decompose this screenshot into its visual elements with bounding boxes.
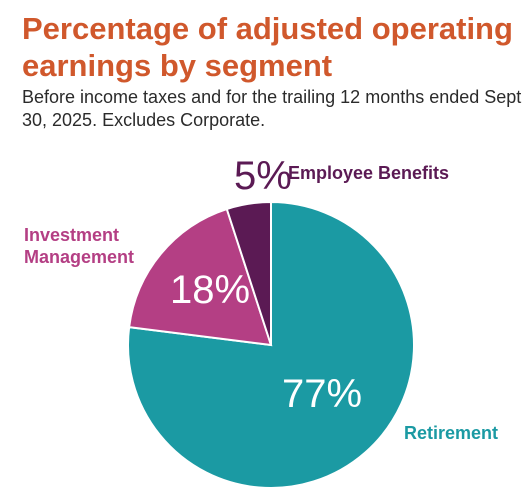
slice-label-retirement: Retirement: [404, 423, 499, 443]
pie-slice-employee-benefits: [225, 200, 272, 346]
slice-label-employee-benefits: Employee Benefits: [288, 163, 450, 183]
slice-value-employee-benefits: 5%: [234, 154, 292, 198]
chart-title: Percentage of adjusted operating earning…: [22, 11, 513, 83]
slice-value-retirement: 77%: [282, 372, 363, 416]
pie-slice-retirement: [127, 200, 415, 489]
slice-label-investment-management: Investment Management: [24, 225, 135, 267]
chart-subtitle: Before income taxes and for the trailing…: [22, 87, 522, 130]
pie-slice-investment-management: [128, 207, 273, 347]
slice-value-investment-management: 18%: [170, 268, 251, 312]
